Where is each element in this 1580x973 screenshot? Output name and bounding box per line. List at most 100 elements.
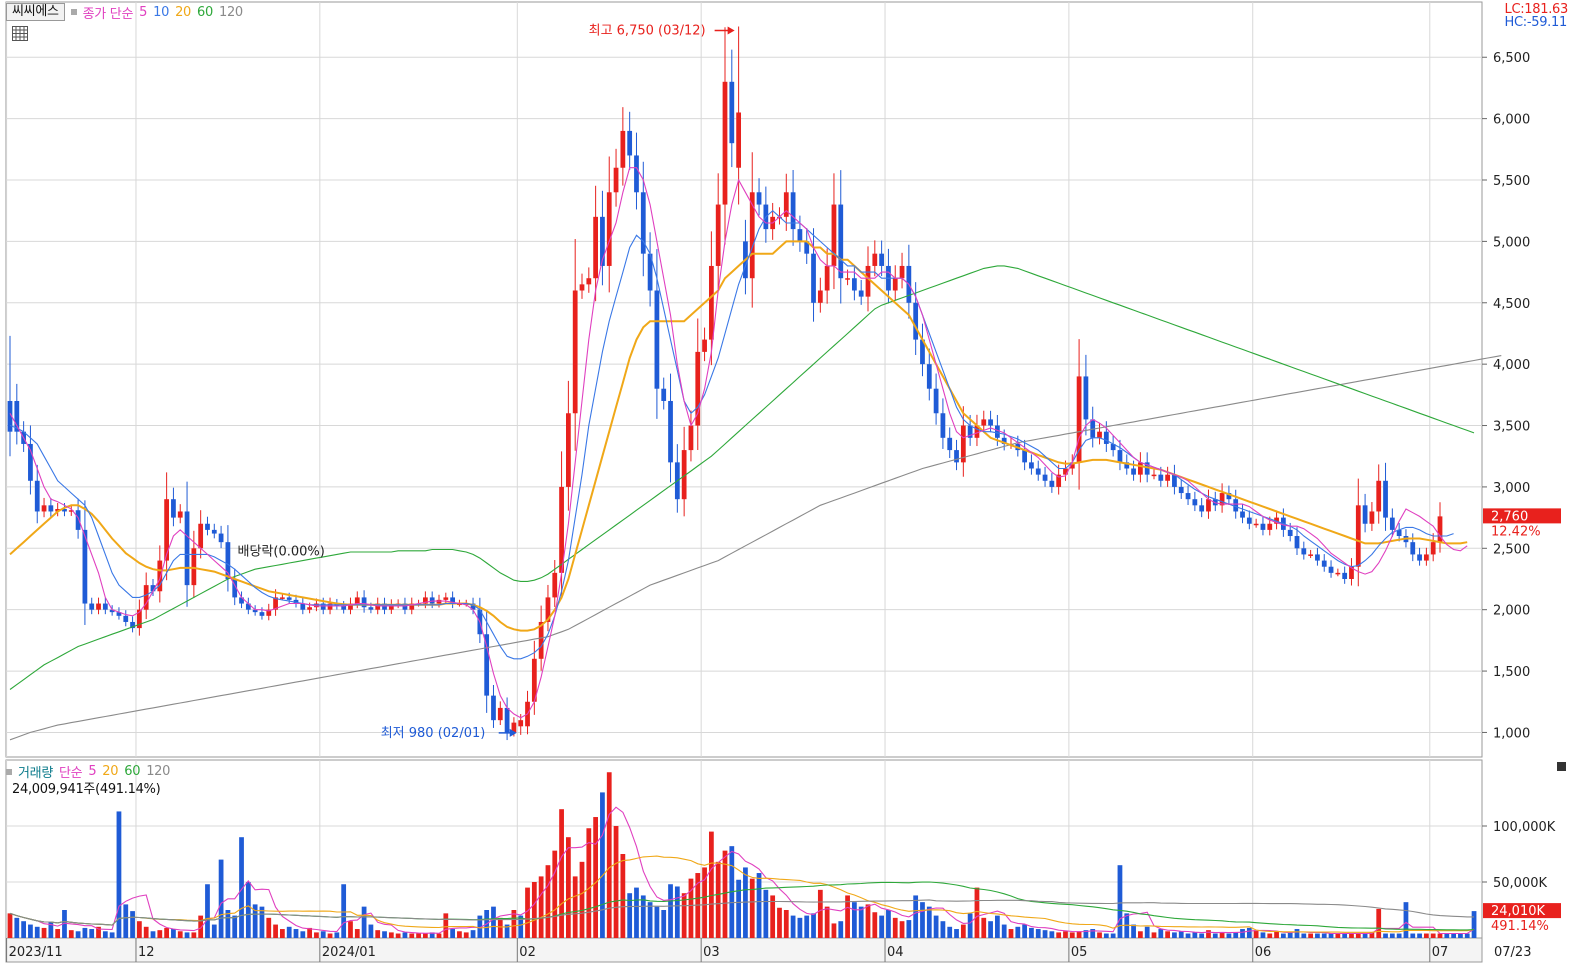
volume-bar <box>1315 933 1320 938</box>
volume-bar <box>933 915 939 938</box>
candle-body <box>872 253 878 266</box>
candle-body <box>504 707 510 733</box>
candle-body <box>1308 554 1314 556</box>
volume-bar <box>416 933 421 938</box>
volume-bar <box>1090 929 1096 938</box>
price-panel-frame <box>5 1 1483 758</box>
candle-body <box>109 609 115 613</box>
volume-bar <box>1158 929 1164 938</box>
x-tick-label: 2023/11 <box>9 945 63 960</box>
candle-body <box>1430 542 1436 555</box>
candle-body <box>654 290 660 389</box>
candle-body <box>1192 499 1198 506</box>
ma120-line <box>9 355 1502 741</box>
current-price-badge <box>1483 508 1561 524</box>
volume-bar <box>89 929 95 938</box>
volume-ma20-line <box>9 855 1475 933</box>
volume-bar <box>1389 933 1395 938</box>
candle-body <box>314 603 319 608</box>
candle-body <box>1355 505 1361 567</box>
volume-bar <box>184 932 190 938</box>
volume-bar <box>824 906 830 938</box>
current-price-label: 2,760 <box>1491 509 1528 524</box>
candle-body <box>1437 516 1443 543</box>
candle-body <box>368 607 374 610</box>
ticker-label[interactable]: 씨씨에스 <box>6 3 65 21</box>
volume-bar <box>34 926 40 938</box>
volume-bar <box>1308 933 1314 938</box>
volume-bar <box>879 915 885 938</box>
volume-ma5-line <box>9 806 1475 935</box>
volume-bar <box>559 809 564 938</box>
volume-bar <box>286 926 292 938</box>
volume-bar <box>497 917 503 938</box>
volume-bar <box>838 921 844 938</box>
price-tick-label: 4,500 <box>1493 297 1530 312</box>
candle-body <box>1240 511 1245 518</box>
candle-body <box>354 597 360 604</box>
vol-ma60-label: 60 <box>124 764 141 779</box>
high-arrow-icon <box>727 26 735 35</box>
volume-bar <box>1226 933 1232 938</box>
volume-bar <box>477 915 483 938</box>
candle-body <box>940 413 946 438</box>
current-volume-change-label: 491.14% <box>1491 919 1549 934</box>
volume-bar <box>892 917 898 938</box>
volume-bar <box>341 884 347 938</box>
candle-body <box>947 437 953 451</box>
last-date-label: 07/23 <box>1494 945 1531 960</box>
volume-panel-header: 거래량 단순 5 20 60 120 <box>6 762 170 781</box>
x-tick-label: 2024/01 <box>322 945 376 960</box>
candle-body <box>1199 505 1205 512</box>
volume-bar <box>586 828 592 938</box>
volume-bar <box>1172 932 1177 938</box>
candle-body <box>627 130 633 156</box>
candle-body <box>668 400 673 463</box>
candle-body <box>1335 572 1341 575</box>
volume-bar <box>450 929 456 938</box>
volume-bar <box>1151 932 1157 938</box>
volume-bar <box>1383 933 1388 938</box>
volume-bar <box>763 889 769 938</box>
volume-bar <box>640 895 646 938</box>
volume-bar <box>708 831 714 938</box>
volume-bar <box>1355 933 1361 938</box>
volume-bar <box>579 861 585 938</box>
candle-body <box>913 302 919 340</box>
volume-bar <box>947 926 953 938</box>
volume-bar <box>21 921 27 938</box>
candle-body <box>1219 493 1225 506</box>
candle-body <box>1042 474 1048 481</box>
candle-body <box>708 265 714 340</box>
candle-body <box>300 603 306 610</box>
volume-bar <box>661 910 667 938</box>
volume-bar <box>245 882 251 938</box>
collapse-panel-icon[interactable] <box>1557 762 1566 771</box>
candle-body <box>736 112 742 168</box>
candle-body <box>130 621 135 629</box>
volume-bar <box>177 931 183 938</box>
volume-bar <box>511 910 517 938</box>
x-tick-label: 04 <box>887 945 904 960</box>
vol-ma20-label: 20 <box>102 764 119 779</box>
table-grid-icon[interactable] <box>12 26 28 41</box>
volume-bar <box>1294 929 1300 938</box>
candle-body <box>41 505 47 512</box>
candle-body <box>811 253 816 303</box>
volume-bar <box>606 772 612 938</box>
candle-body <box>259 612 265 616</box>
volume-bar <box>1444 933 1450 938</box>
candle-body <box>1097 431 1102 438</box>
volume-bar <box>211 924 217 938</box>
price-tick-label: 1,000 <box>1493 726 1530 741</box>
legend-square-icon <box>70 9 77 15</box>
price-tick-label: 5,500 <box>1493 174 1530 189</box>
volume-bar <box>1280 933 1286 938</box>
candle-body <box>14 400 20 432</box>
volume-bar <box>218 859 224 938</box>
candle-body <box>634 155 639 193</box>
price-tick-label: 4,000 <box>1493 358 1530 373</box>
candle-body <box>497 707 503 721</box>
volume-bar <box>1035 929 1041 938</box>
